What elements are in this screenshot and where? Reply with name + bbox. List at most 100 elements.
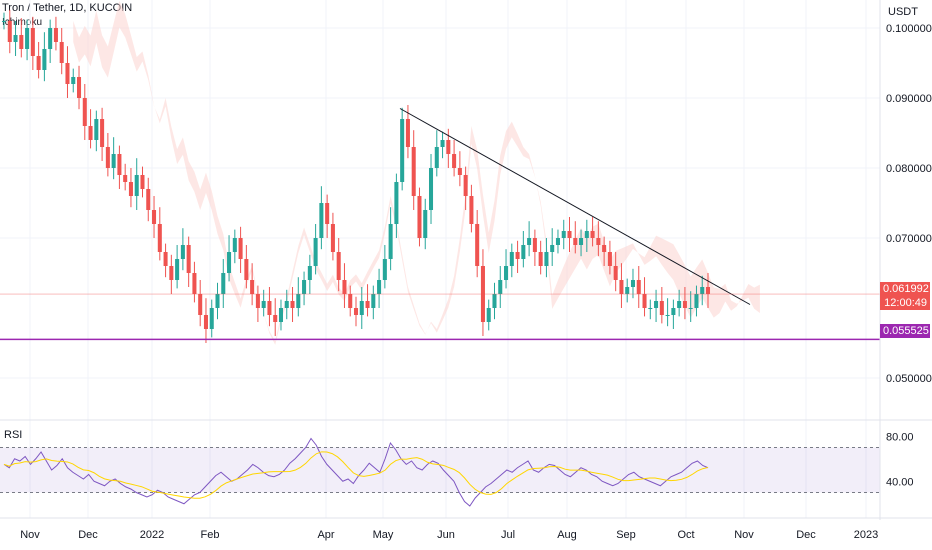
candle-body <box>446 140 451 154</box>
candle-body <box>550 245 555 252</box>
candle-body <box>53 28 58 42</box>
candle-body <box>705 287 711 294</box>
candle-body <box>36 56 41 70</box>
candle-body <box>267 301 272 315</box>
candle-body <box>221 273 226 294</box>
candle-body <box>13 35 18 42</box>
candle-body <box>198 294 203 315</box>
x-tick-label: Jun <box>437 529 455 541</box>
candle-body <box>59 42 64 63</box>
candle-body <box>579 238 584 245</box>
candle-body <box>538 252 543 266</box>
candle-body <box>428 168 434 210</box>
x-tick-label: 2022 <box>140 529 164 541</box>
candle-body <box>694 294 699 308</box>
candle-body <box>359 301 364 315</box>
candle-body <box>1 21 7 22</box>
candle-body <box>169 266 174 280</box>
y-tick-label: 0.090000 <box>886 93 932 105</box>
candle-body <box>42 49 47 70</box>
candle-body <box>307 266 312 280</box>
candle-body <box>342 280 347 294</box>
candle-body <box>504 266 509 280</box>
ichimoku-cloud <box>73 0 760 345</box>
candle-body <box>319 203 324 238</box>
candle-body <box>215 294 220 308</box>
x-tick-label: 2023 <box>854 529 878 541</box>
x-tick-label: Nov <box>20 529 40 541</box>
y-tick-label: 0.050000 <box>886 373 932 385</box>
candle-body <box>498 280 503 294</box>
x-tick-label: Feb <box>201 529 220 541</box>
candle-body <box>665 315 670 316</box>
candle-body <box>405 119 410 147</box>
candle-body <box>152 210 157 224</box>
candle-body <box>100 119 105 147</box>
candle-body <box>607 252 612 266</box>
candle-body <box>532 238 537 252</box>
candle-body <box>677 301 682 308</box>
x-tick-label: Sep <box>616 529 636 541</box>
candle-body <box>515 252 520 259</box>
candle-body <box>65 63 70 84</box>
rsi-label: RSI <box>4 429 22 441</box>
x-tick-label: Aug <box>557 529 577 541</box>
candle-body <box>400 119 405 182</box>
candle-body <box>457 168 462 175</box>
candle-body <box>642 294 647 308</box>
candle-series <box>1 9 711 343</box>
candle-body <box>365 301 370 308</box>
support-price-value: 0.055525 <box>883 325 929 337</box>
rsi-line <box>3 437 709 507</box>
candle-body <box>561 231 566 238</box>
candle-body <box>71 77 76 84</box>
candle-body <box>348 294 353 308</box>
candle-body <box>94 119 99 140</box>
candle-body <box>146 189 151 210</box>
descending-trendline <box>399 108 751 305</box>
x-tick-label: Oct <box>677 529 694 541</box>
countdown-value: 12:00:49 <box>884 297 927 309</box>
y-tick-label: 0.100000 <box>886 23 932 35</box>
candle-body <box>682 301 687 308</box>
candle-body <box>440 140 445 147</box>
candle-body <box>423 210 428 238</box>
candle-body <box>273 315 278 322</box>
candle-body <box>296 294 301 308</box>
candle-body <box>671 308 676 315</box>
candle-body <box>463 175 468 196</box>
candle-body <box>278 308 284 322</box>
candle-body <box>186 245 191 273</box>
candle-body <box>105 147 110 168</box>
candle-body <box>128 182 133 196</box>
candle-body <box>325 203 330 224</box>
candle-body <box>590 231 595 238</box>
candle-body <box>625 287 630 294</box>
candle-body <box>630 280 636 287</box>
x-tick-label: Dec <box>78 529 98 541</box>
candle-body <box>163 252 168 266</box>
rsi-band <box>0 447 880 493</box>
candle-body <box>521 245 526 259</box>
candle-body <box>25 28 30 49</box>
candle-body <box>573 238 578 245</box>
candle-body <box>602 245 607 252</box>
candle-body <box>469 196 474 224</box>
candle-body <box>659 301 664 315</box>
candle-body <box>377 280 382 294</box>
candle-body <box>111 154 116 168</box>
candle-body <box>313 238 318 266</box>
candle-body <box>82 98 87 126</box>
chart-header: Tron / Tether, 1D, KUCOIN <box>2 2 133 14</box>
candle-body <box>117 154 122 175</box>
candle-body <box>688 308 693 309</box>
rsi-ma-line <box>3 451 709 499</box>
x-tick-label: Jul <box>501 529 515 541</box>
y-tick-label: 0.080000 <box>886 163 932 175</box>
candle-body <box>123 175 128 182</box>
candle-body <box>227 252 232 273</box>
candle-body <box>157 224 162 252</box>
candle-body <box>411 147 416 196</box>
candle-body <box>336 252 341 280</box>
